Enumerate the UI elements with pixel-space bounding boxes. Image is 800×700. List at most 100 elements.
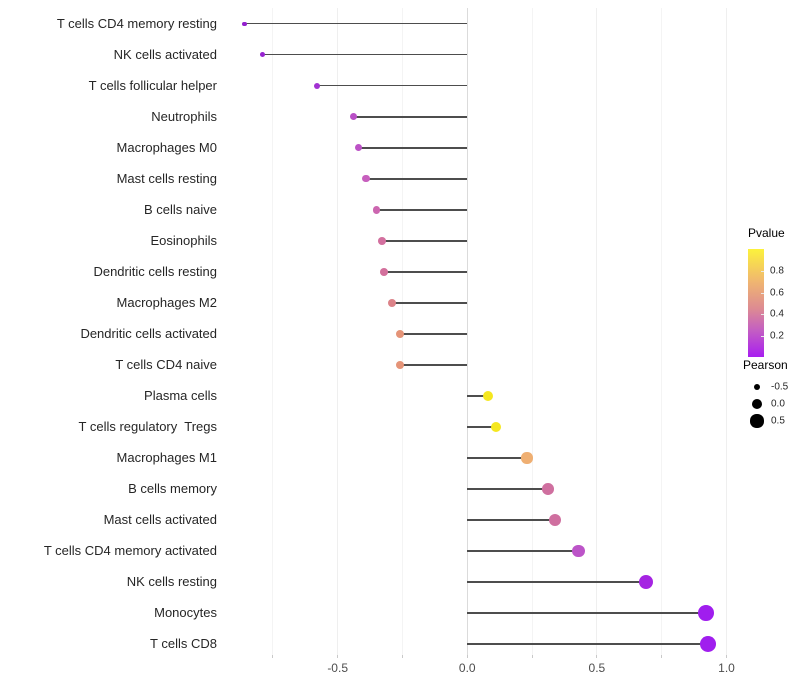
pearson-legend-title: Pearson	[743, 358, 788, 372]
lollipop-stem	[467, 395, 488, 397]
pearson-legend-label: 0.5	[771, 415, 785, 427]
category-label: Monocytes	[154, 605, 217, 621]
pvalue-tick-mark	[761, 292, 764, 294]
category-label: Plasma cells	[144, 387, 217, 403]
lollipop-stem	[467, 457, 527, 459]
lollipop-stem	[392, 302, 468, 304]
category-label: Eosinophils	[150, 232, 218, 248]
gridline	[337, 8, 339, 655]
category-label: Mast cells resting	[116, 170, 217, 186]
lollipop-stem	[366, 178, 468, 180]
pvalue-tick-mark	[761, 314, 764, 316]
category-label: NK cells resting	[126, 574, 217, 590]
plot-panel	[221, 8, 733, 655]
category-label: Dendritic cells resting	[93, 263, 217, 279]
lollipop-stem	[376, 209, 468, 211]
lollipop-stem	[244, 22, 468, 25]
data-point	[490, 421, 502, 433]
pvalue-legend-title: Pvalue	[748, 226, 785, 240]
lollipop-stem	[467, 488, 548, 490]
pvalue-tick-label: 0.6	[770, 287, 784, 299]
pvalue-tick-label: 0.2	[770, 330, 784, 342]
data-point	[697, 605, 714, 621]
category-label: T cells CD4 naive	[115, 356, 217, 372]
pearson-legend-label: -0.5	[771, 381, 789, 393]
x-axis-tick	[661, 655, 663, 658]
x-axis-tick-label: 0.0	[458, 661, 476, 675]
pearson-legend: Pearson -0.5 0.0 0.5	[743, 358, 800, 438]
data-point	[482, 390, 494, 402]
category-label: T cells CD4 memory activated	[43, 543, 217, 559]
lollipop-stem	[467, 643, 709, 645]
lollipop-stem	[381, 240, 468, 242]
x-axis-tick	[337, 655, 339, 658]
gridline	[661, 8, 663, 655]
pearson-legend-dot	[753, 383, 761, 391]
gridline	[726, 8, 728, 655]
lollipop-stem	[399, 333, 468, 335]
category-label: T cells follicular helper	[88, 77, 217, 93]
x-axis-tick-label: 0.5	[588, 661, 606, 675]
lollipop-stem	[384, 271, 468, 273]
data-point	[388, 298, 397, 307]
category-label: Macrophages M2	[116, 294, 217, 310]
x-axis-tick	[272, 655, 274, 658]
data-point	[377, 236, 386, 245]
data-point	[354, 144, 362, 152]
data-point	[242, 21, 247, 26]
lollipop-stem	[467, 612, 706, 614]
data-point	[639, 574, 654, 590]
lollipop-stem	[316, 84, 468, 87]
x-axis-tick	[466, 655, 468, 658]
lollipop-stem	[467, 426, 496, 428]
pearson-legend-dot	[750, 414, 764, 428]
pvalue-tick-mark	[761, 336, 764, 338]
data-point	[380, 267, 389, 276]
category-label: T cells regulatory Tregs	[78, 418, 217, 434]
data-point	[395, 329, 404, 338]
x-axis-tick	[726, 655, 728, 658]
lollipop-stem	[467, 581, 647, 583]
data-point	[541, 483, 554, 495]
data-point	[362, 175, 370, 183]
gridline	[531, 8, 533, 655]
category-label: Macrophages M1	[116, 449, 217, 465]
pvalue-tick-label: 0.4	[770, 308, 784, 320]
category-label: Macrophages M0	[116, 139, 217, 155]
category-label: NK cells activated	[113, 46, 217, 62]
pvalue-tick-mark	[761, 271, 764, 273]
pvalue-tick-label: 0.8	[770, 265, 784, 277]
x-axis-tick	[531, 655, 533, 658]
gridline	[596, 8, 598, 655]
category-label: T cells CD4 memory resting	[56, 15, 217, 31]
category-label: Neutrophils	[151, 108, 217, 124]
data-point	[372, 205, 381, 214]
pvalue-legend: Pvalue 0.8 0.6 0.4 0.2	[743, 226, 800, 358]
data-point	[521, 452, 533, 464]
data-point	[349, 113, 357, 121]
category-label: B cells memory	[128, 481, 217, 496]
data-point	[700, 636, 717, 652]
category-label: T cells CD8	[150, 636, 217, 652]
data-point	[313, 82, 320, 89]
lollipop-stem	[399, 364, 468, 366]
category-label: Mast cells activated	[103, 512, 217, 528]
lollipop-stem	[467, 550, 579, 552]
pvalue-gradient-bar	[748, 249, 764, 357]
x-axis-tick	[401, 655, 403, 658]
data-point	[395, 360, 404, 370]
lollipop-stem	[358, 147, 468, 149]
zero-reference-line	[466, 8, 469, 655]
x-axis-tick	[596, 655, 598, 658]
x-axis-tick-label: 1.0	[718, 661, 735, 675]
category-label: Dendritic cells activated	[80, 325, 217, 341]
lollipop-stem	[467, 519, 556, 521]
category-label: B cells naive	[144, 201, 217, 217]
pearson-legend-dot	[752, 399, 762, 409]
data-point	[260, 52, 265, 58]
data-point	[572, 544, 586, 558]
pearson-legend-label: 0.0	[771, 398, 785, 410]
lollipop-stem	[353, 116, 468, 118]
lollipop-stem	[262, 53, 468, 56]
